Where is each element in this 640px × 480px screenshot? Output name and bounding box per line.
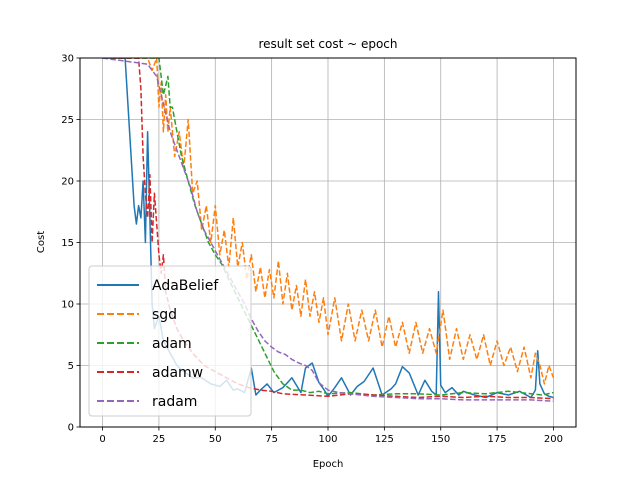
- y-tick-label: 15: [61, 238, 74, 249]
- x-tick-label: 150: [431, 434, 450, 445]
- x-tick-label: 200: [544, 434, 563, 445]
- x-tick-label: 25: [153, 434, 166, 445]
- x-tick-label: 75: [265, 434, 278, 445]
- y-tick-label: 5: [68, 361, 74, 372]
- y-tick-label: 25: [61, 115, 74, 126]
- legend-label-sgd: sgd: [152, 307, 177, 323]
- legend-label-radam: radam: [152, 394, 197, 410]
- x-tick-label: 50: [209, 434, 222, 445]
- x-tick-label: 125: [375, 434, 394, 445]
- y-axis-label: Cost: [36, 231, 47, 253]
- legend-label-adam: adam: [152, 336, 192, 352]
- ticks: 0 25 50 75 100 125 150 175 200 0 5 10 15 20 25 30: [61, 54, 563, 446]
- y-tick-label: 0: [68, 423, 74, 434]
- legend: AdaBelief sgd adam adamw radam: [88, 265, 252, 417]
- x-tick-label: 0: [99, 434, 105, 445]
- legend-box: [88, 265, 252, 417]
- y-tick-label: 20: [61, 177, 74, 188]
- series-line-sgd: [102, 58, 555, 385]
- y-tick-label: 30: [61, 54, 74, 65]
- series-line-radam: [102, 58, 554, 402]
- x-tick-label: 100: [318, 434, 337, 445]
- chart-title: result set cost ~ epoch: [258, 37, 397, 51]
- x-axis-label: Epoch: [313, 459, 344, 470]
- x-tick-label: 175: [488, 434, 507, 445]
- legend-label-adabelief: AdaBelief: [152, 278, 219, 294]
- y-tick-label: 10: [61, 300, 74, 311]
- series-line-adamw: [102, 58, 554, 400]
- legend-label-adamw: adamw: [152, 365, 203, 381]
- series-line-adam: [102, 58, 554, 396]
